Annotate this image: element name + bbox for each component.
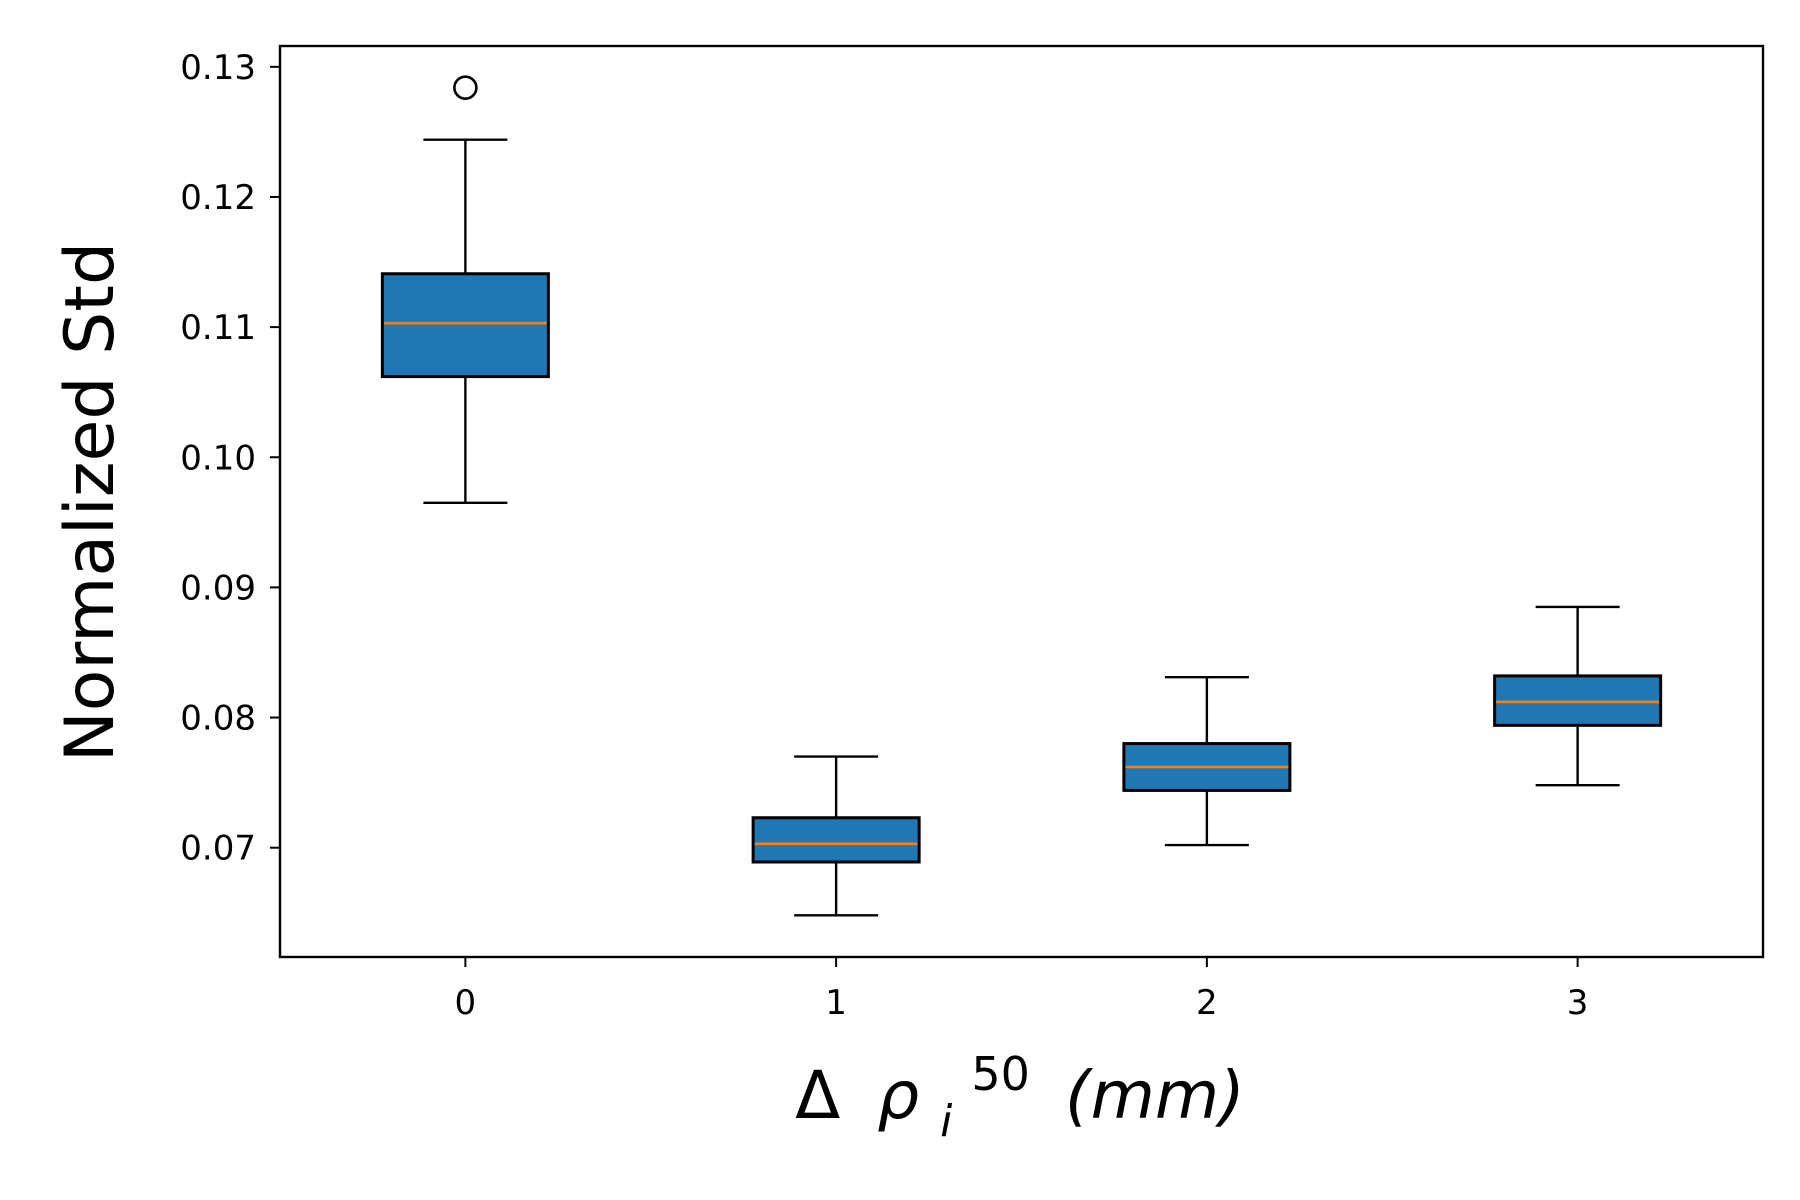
iqr-box [380,272,550,379]
plot-marks [380,75,1663,917]
x-tick-label: 1 [825,983,847,1023]
x-label-symbol: ρ [877,1057,919,1134]
x-axis-label: Δ ρ i 50 (mm) [795,1029,1245,1152]
y-tick-label: 0.07 [180,829,256,869]
box-group-1 [751,755,921,917]
y-tick-label: 0.09 [180,568,256,608]
x-tick-label: 0 [455,983,477,1023]
y-tick-label: 0.11 [180,308,256,348]
x-tick-label: 3 [1567,983,1589,1023]
x-label-superscript: 50 [971,1047,1030,1101]
x-axis: 0 1 2 3 [455,957,1589,1023]
box-group-0 [380,75,550,505]
box-group-3 [1493,605,1663,787]
outlier-point [453,75,478,100]
y-axis-label: Normalized Std [51,242,130,762]
box-group-2 [1122,675,1292,847]
y-tick-label: 0.10 [180,438,256,478]
x-label-unit: (mm) [1065,1057,1245,1134]
y-tick-label: 0.12 [180,178,256,218]
x-label-delta: Δ [795,1057,840,1134]
x-tick-label: 2 [1196,983,1218,1023]
x-label-subscript: i [940,1096,953,1147]
y-axis: 0.07 0.08 0.09 0.10 0.11 0.12 0.13 [180,48,280,869]
iqr-box [751,816,921,864]
y-tick-label: 0.13 [180,48,256,88]
iqr-box [1493,674,1663,727]
axes-frame [278,44,1765,959]
y-tick-label: 0.08 [180,699,256,739]
